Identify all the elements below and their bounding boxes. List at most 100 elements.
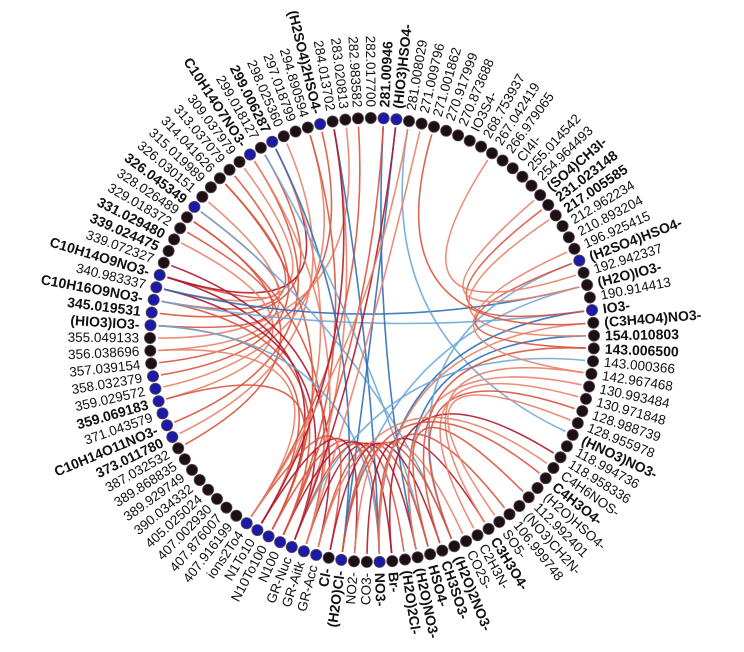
- chord-node: [402, 115, 415, 128]
- chord-node: [166, 430, 179, 443]
- chord-link: [341, 127, 397, 553]
- chord-node: [301, 121, 314, 134]
- chord-link: [445, 159, 577, 294]
- chord-link: [472, 251, 584, 374]
- chord-node: [585, 367, 598, 380]
- chord-node: [581, 278, 594, 291]
- chord-link: [317, 442, 429, 548]
- chord-node: [188, 200, 201, 213]
- chord-node: [436, 544, 449, 557]
- chord-node: [452, 129, 465, 142]
- chord-link: [333, 129, 381, 554]
- chord-link: [341, 421, 540, 553]
- chord-node: [568, 242, 581, 255]
- chord-node: [554, 451, 567, 464]
- chord-node: [297, 545, 310, 558]
- chord-node: [251, 524, 264, 537]
- chord-node: [274, 536, 287, 549]
- chord-node: [460, 535, 473, 548]
- chord-link: [282, 126, 384, 536]
- chord-link: [271, 439, 381, 554]
- chord-link: [158, 231, 274, 329]
- chord-link: [260, 437, 358, 554]
- chord-node: [180, 211, 193, 224]
- chord-link: [422, 347, 586, 544]
- chord-node: [415, 117, 428, 130]
- node-label: 154.010803: [605, 326, 679, 343]
- chord-link: [264, 154, 429, 547]
- chord-node: [496, 154, 509, 167]
- chord-node: [185, 463, 198, 476]
- chord-node: [146, 370, 159, 383]
- chord-node: [289, 125, 302, 138]
- chord-node: [485, 147, 498, 160]
- chord-node: [145, 306, 158, 319]
- chord-node: [149, 382, 162, 395]
- chord-node: [411, 551, 424, 564]
- chord-node: [503, 508, 516, 521]
- chord-link: [159, 154, 302, 318]
- chord-link: [447, 394, 571, 516]
- chord-node: [152, 395, 165, 408]
- chord-node: [157, 256, 170, 269]
- chord-node: [285, 541, 298, 554]
- chord-link: [465, 209, 585, 318]
- chord-node: [210, 492, 223, 505]
- chord-link: [260, 129, 345, 524]
- chord-node: [147, 293, 160, 306]
- chord-links: [157, 126, 587, 554]
- chord-node: [576, 405, 589, 418]
- chord-node: [339, 113, 352, 126]
- chord-node: [204, 181, 217, 194]
- chord-node: [347, 555, 360, 568]
- chord-link: [428, 390, 575, 539]
- chord-nodes: [143, 112, 601, 568]
- chord-node: [144, 319, 157, 332]
- chord-link: [462, 199, 580, 303]
- chord-node: [351, 112, 364, 125]
- node-label: Cl-: [315, 567, 334, 589]
- chord-node: [326, 115, 339, 128]
- chord-node: [266, 135, 279, 148]
- node-label: 143.000366: [603, 355, 675, 377]
- node-label: 355.049133: [68, 330, 139, 346]
- chord-node: [364, 112, 377, 125]
- chord-link: [329, 442, 441, 551]
- chord-link: [224, 183, 314, 530]
- chord-link: [317, 416, 548, 548]
- chord-node: [156, 407, 169, 420]
- chord-node: [427, 120, 440, 133]
- chord-node: [243, 148, 256, 161]
- chord-node: [145, 357, 158, 370]
- chord-labels: 281.00946(HIO3)HSO4-281.008029271.009796…: [40, 9, 703, 640]
- node-label: IO3-: [602, 297, 631, 317]
- chord-node: [310, 548, 323, 561]
- chord-node: [196, 190, 209, 203]
- chord-node: [230, 509, 243, 522]
- chord-node: [160, 419, 173, 432]
- chord-link: [293, 357, 586, 540]
- chord-node: [571, 417, 584, 430]
- chord-link: [293, 442, 405, 552]
- chord-node: [322, 551, 335, 564]
- chord-node: [587, 355, 600, 368]
- chord-node: [174, 222, 187, 235]
- chord-link: [166, 242, 274, 400]
- chord-link: [412, 426, 524, 547]
- chord-node: [360, 555, 373, 568]
- chord-node: [539, 472, 552, 485]
- chord-node: [577, 266, 590, 279]
- chord-node: [262, 530, 275, 543]
- chord-node: [213, 172, 226, 185]
- chord-link: [444, 366, 584, 523]
- chord-node: [556, 220, 569, 233]
- chord-link: [366, 437, 486, 554]
- chord-node: [534, 189, 547, 202]
- chord-link: [158, 349, 296, 518]
- chord-node: [587, 316, 600, 329]
- chord-node: [424, 548, 437, 561]
- chord-node: [560, 440, 573, 453]
- node-label: NO3-: [372, 573, 389, 607]
- node-label: CO3-: [358, 573, 374, 606]
